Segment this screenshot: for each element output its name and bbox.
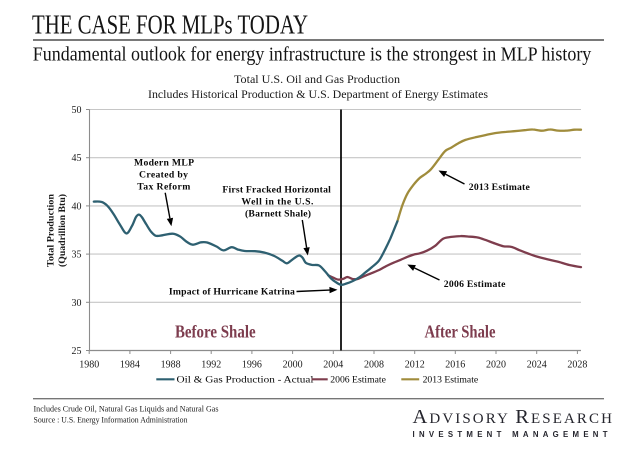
svg-text:1988: 1988: [161, 360, 181, 371]
svg-text:Includes Historical Production: Includes Historical Production & U.S. De…: [148, 89, 489, 101]
svg-text:First Fracked Horizontal: First Fracked Horizontal: [222, 184, 331, 195]
svg-text:2028: 2028: [567, 360, 587, 371]
svg-text:2006 Estimate: 2006 Estimate: [330, 375, 386, 386]
svg-text:Source : U.S. Energy Informati: Source : U.S. Energy Information Adminis…: [34, 416, 189, 425]
svg-text:ADVISORY RESEARCH: ADVISORY RESEARCH: [413, 406, 615, 428]
svg-text:2006 Estimate: 2006 Estimate: [444, 279, 506, 290]
svg-text:2024: 2024: [527, 360, 547, 371]
svg-text:Oil & Gas Production - Actual: Oil & Gas Production - Actual: [177, 375, 314, 386]
svg-text:Well in the U.S.: Well in the U.S.: [241, 196, 313, 207]
svg-text:2000: 2000: [283, 360, 303, 371]
svg-text:45: 45: [72, 153, 82, 164]
svg-text:1984: 1984: [120, 360, 140, 371]
svg-text:1980: 1980: [79, 360, 99, 371]
svg-text:1996: 1996: [242, 360, 262, 371]
svg-text:2013 Estimate: 2013 Estimate: [423, 375, 479, 386]
svg-text:Includes Crude Oil, Natural Ga: Includes Crude Oil, Natural Gas Liquids …: [34, 405, 219, 414]
svg-text:40: 40: [72, 201, 82, 212]
svg-text:35: 35: [72, 250, 82, 261]
svg-text:25: 25: [72, 346, 82, 357]
svg-text:2020: 2020: [486, 360, 506, 371]
svg-text:Created by: Created by: [139, 169, 188, 180]
svg-text:1992: 1992: [201, 360, 221, 371]
svg-text:2008: 2008: [364, 360, 384, 371]
svg-text:THE CASE FOR MLPs TODAY: THE CASE FOR MLPs TODAY: [32, 10, 308, 40]
svg-text:(Quadrillion Btu): (Quadrillion Btu): [57, 194, 68, 267]
svg-text:Fundamental outlook for energy: Fundamental outlook for energy infrastru…: [33, 44, 592, 65]
svg-text:2012: 2012: [405, 360, 425, 371]
svg-text:50: 50: [72, 105, 82, 116]
svg-text:(Barnett Shale): (Barnett Shale): [245, 208, 311, 219]
svg-text:Total U.S. Oil and Gas Product: Total U.S. Oil and Gas Production: [234, 74, 400, 86]
svg-text:After Shale: After Shale: [425, 321, 496, 341]
svg-text:Tax Reform: Tax Reform: [137, 181, 190, 192]
svg-text:2013 Estimate: 2013 Estimate: [469, 182, 531, 193]
svg-text:Impact of Hurricane Katrina: Impact of Hurricane Katrina: [169, 287, 295, 298]
svg-text:Total Production: Total Production: [46, 193, 56, 267]
svg-text:Before Shale: Before Shale: [175, 321, 256, 341]
svg-text:30: 30: [72, 298, 82, 309]
svg-text:2004: 2004: [323, 360, 343, 371]
svg-text:2016: 2016: [445, 360, 465, 371]
svg-text:Modern MLP: Modern MLP: [134, 157, 194, 168]
